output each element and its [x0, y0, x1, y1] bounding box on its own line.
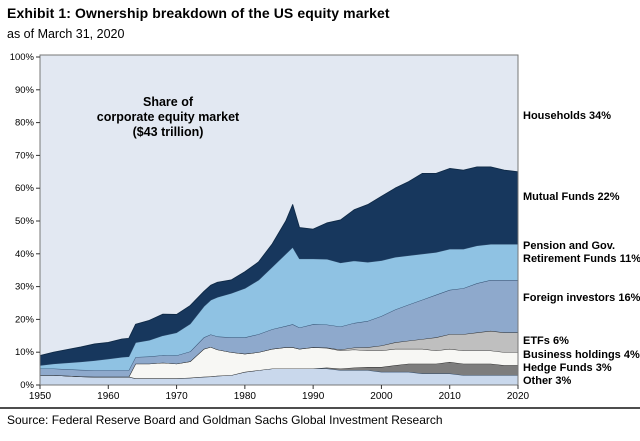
x-tick-label: 1970 [165, 391, 188, 402]
y-tick-label: 0% [20, 380, 34, 391]
page-subtitle: as of March 31, 2020 [7, 27, 125, 41]
boundary-mutual_funds [39, 166, 519, 356]
x-tick-label: 1960 [97, 391, 120, 402]
y-tick-label: 50% [15, 216, 35, 227]
page-title: Exhibit 1: Ownership breakdown of the US… [7, 5, 390, 21]
y-tick-label: 80% [15, 118, 35, 129]
y-tick-label: 40% [15, 249, 35, 260]
x-tick-label: 2010 [439, 391, 462, 402]
x-tick-label: 1980 [234, 391, 257, 402]
annotation-line-3: ($43 trillion) [132, 125, 204, 139]
y-tick-label: 90% [15, 85, 35, 96]
x-tick-label: 2000 [370, 391, 393, 402]
y-tick-label: 70% [15, 150, 35, 161]
x-tick-label: 1990 [302, 391, 325, 402]
plot-border [39, 54, 519, 386]
y-tick-label: 20% [15, 314, 35, 325]
series-label-business-holdings: Business holdings 4% [523, 349, 640, 361]
annotation-line-2: corporate equity market [96, 110, 240, 124]
area-foreign_investors [40, 280, 518, 377]
area-mutual_funds [40, 166, 518, 366]
source-note: Source: Federal Reserve Board and Goldma… [7, 413, 443, 427]
y-tick-label: 10% [15, 347, 35, 358]
y-tick-label: 30% [15, 282, 35, 293]
area-other [40, 368, 518, 385]
area-pension_gov_retirement [40, 244, 518, 371]
series-label-other: Other 3% [523, 375, 572, 387]
footer-divider [0, 407, 640, 409]
series-label-foreign-investors: Foreign investors 16% [523, 292, 640, 304]
area-business_holdings [40, 347, 518, 379]
y-tick-label: 100% [10, 52, 35, 63]
annotation-line-1: Share of [142, 95, 193, 109]
series-label-etfs: ETFs 6% [523, 335, 569, 347]
series-label-hedge-funds: Hedge Funds 3% [523, 362, 612, 374]
chart-annotation: Share of corporate equity market ($43 tr… [62, 95, 274, 140]
x-tick-label: 1950 [29, 391, 52, 402]
series-label-pension-retirement: Pension and Gov. Retirement Funds 11% [523, 240, 640, 265]
x-tick-label: 2020 [507, 391, 530, 402]
series-label-mutual-funds: Mutual Funds 22% [523, 191, 620, 203]
y-tick-label: 60% [15, 183, 35, 194]
area-hedge_funds [40, 362, 518, 379]
series-label-households: Households 34% [523, 110, 612, 122]
